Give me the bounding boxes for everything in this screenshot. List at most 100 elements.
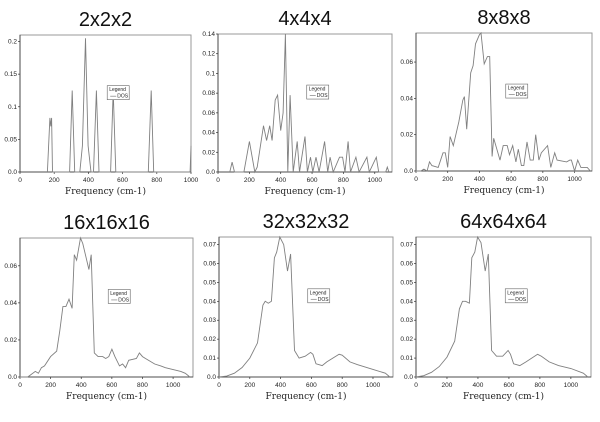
subplot-title: 2x2x2 <box>79 9 132 31</box>
subplot-2x2x2: 2x2x2 0.0 0.05 0.1 0.15 0.2 0 200 400 600 800 1000 F… <box>4 9 198 197</box>
x-tick-label: 200 <box>49 177 60 184</box>
y-tick-label: 0.04 <box>4 300 17 307</box>
subplot-title: 32x32x32 <box>263 211 350 233</box>
x-tick-label: 800 <box>338 177 349 184</box>
x-tick-label: 1000 <box>166 382 181 389</box>
y-tick-label: 0.07 <box>203 242 216 249</box>
x-tick-label: 200 <box>244 177 255 184</box>
x-tick-label: 0 <box>216 177 220 184</box>
legend-entry-dos: DOS <box>515 297 527 303</box>
legend-title: Legend <box>507 290 524 296</box>
subplot-16x16x16: 16x16x16 0.0 0.02 0.04 0.06 0 200 400 600 800 1000… <box>4 212 194 402</box>
x-tick-label: 400 <box>474 176 485 183</box>
y-tick-label: 0.05 <box>4 136 17 143</box>
y-tick-label: 0.12 <box>202 51 215 58</box>
x-tick-label: 200 <box>45 382 56 389</box>
dos-series-line <box>20 236 191 378</box>
y-tick-label: 0.05 <box>400 279 413 286</box>
y-tick-label: 0.01 <box>203 355 216 362</box>
y-tick-label: 0.2 <box>8 39 17 46</box>
subplot-title: 8x8x8 <box>477 7 530 29</box>
x-axis-label: Frequency (cm-1) <box>266 391 347 402</box>
y-tick-label: 0.05 <box>203 279 216 286</box>
plot-frame <box>415 32 593 172</box>
legend-title: Legend <box>309 87 326 93</box>
x-tick-label: 0 <box>414 176 418 183</box>
y-tick-label: 0.1 <box>8 104 17 111</box>
y-tick-label: 0.03 <box>400 317 413 324</box>
x-tick-label: 600 <box>306 382 317 389</box>
x-tick-label: 200 <box>244 382 255 389</box>
plot-frame <box>19 34 192 173</box>
x-tick-label: 400 <box>83 177 94 184</box>
x-tick-label: 400 <box>76 382 87 389</box>
y-tick-label: 0.06 <box>4 263 17 270</box>
y-tick-label: 0.15 <box>4 71 17 78</box>
x-tick-label: 600 <box>106 382 117 389</box>
x-tick-label: 400 <box>473 382 484 389</box>
y-tick-label: 0.0 <box>206 169 215 176</box>
x-axis-label: Frequency (cm-1) <box>464 185 545 196</box>
x-tick-label: 200 <box>442 382 453 389</box>
legend-title: Legend <box>109 87 126 93</box>
subplot-4x4x4: 4x4x4 0.0 0.02 0.04 0.06 0.08 0.1 0.12 0.14 0 200 4… <box>202 8 393 197</box>
dos-series-line <box>46 38 192 173</box>
subplot-8x8x8: 8x8x8 0.0 0.02 0.04 0.06 0 200 400 600 800 1000 Fre… <box>400 7 593 196</box>
subplot-title: 4x4x4 <box>278 8 331 30</box>
x-tick-label: 1000 <box>368 177 383 184</box>
dos-series-line <box>229 33 390 174</box>
subplot-title: 64x64x64 <box>460 211 547 233</box>
x-tick-label: 1000 <box>366 382 381 389</box>
x-tick-label: 1000 <box>564 382 579 389</box>
y-tick-label: 0.0 <box>207 374 216 381</box>
x-tick-label: 0 <box>217 382 221 389</box>
x-tick-label: 400 <box>275 177 286 184</box>
y-tick-label: 0.0 <box>8 374 17 381</box>
legend-title: Legend <box>508 86 525 92</box>
y-tick-label: 0.04 <box>202 130 215 137</box>
y-tick-label: 0.08 <box>202 90 215 97</box>
y-tick-label: 0.1 <box>206 70 215 77</box>
dos-series-line <box>416 31 591 173</box>
legend-entry-dos: DOS <box>317 93 329 99</box>
legend-entry-dos: DOS <box>318 297 330 303</box>
y-tick-label: 0.06 <box>202 110 215 117</box>
y-tick-label: 0.02 <box>202 149 215 156</box>
x-tick-label: 600 <box>307 177 318 184</box>
x-axis-label: Frequency (cm-1) <box>66 391 147 402</box>
y-tick-label: 0.04 <box>400 95 413 102</box>
plot-frame <box>19 237 194 378</box>
dos-series-line <box>218 235 391 378</box>
y-tick-label: 0.01 <box>400 355 413 362</box>
x-tick-label: 800 <box>337 382 348 389</box>
x-tick-label: 0 <box>414 382 418 389</box>
subplot-title: 16x16x16 <box>63 212 150 234</box>
subplot-32x32x32: 32x32x32 0.0 0.01 0.02 0.03 0.04 0.05 0.06 0.07 0… <box>203 211 394 402</box>
legend-entry-dos: DOS <box>516 92 528 98</box>
x-tick-label: 400 <box>275 382 286 389</box>
x-tick-label: 0 <box>18 177 22 184</box>
x-tick-label: 200 <box>442 176 453 183</box>
legend-title: Legend <box>310 290 327 296</box>
y-tick-label: 0.0 <box>404 374 413 381</box>
x-tick-label: 800 <box>151 177 162 184</box>
x-tick-label: 600 <box>506 176 517 183</box>
x-tick-label: 800 <box>534 382 545 389</box>
y-tick-label: 0.04 <box>203 298 216 305</box>
legend-title: Legend <box>110 291 127 297</box>
y-tick-label: 0.06 <box>203 260 216 267</box>
x-axis-label: Frequency (cm-1) <box>265 186 346 197</box>
y-tick-label: 0.0 <box>404 168 413 175</box>
subplot-64x64x64: 64x64x64 0.0 0.01 0.02 0.03 0.04 0.05 0.06 0.07 0… <box>400 211 592 402</box>
y-tick-label: 0.02 <box>400 132 413 139</box>
y-tick-label: 0.06 <box>400 260 413 267</box>
y-tick-label: 0.02 <box>400 336 413 343</box>
x-axis-label: Frequency (cm-1) <box>65 186 146 197</box>
y-tick-label: 0.14 <box>202 31 215 38</box>
y-tick-label: 0.02 <box>203 336 216 343</box>
x-tick-label: 600 <box>503 382 514 389</box>
y-tick-label: 0.02 <box>4 337 17 344</box>
y-tick-label: 0.0 <box>8 169 17 176</box>
x-tick-label: 600 <box>117 177 128 184</box>
